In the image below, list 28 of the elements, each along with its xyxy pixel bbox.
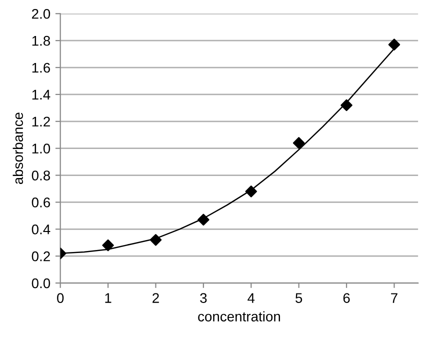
x-tick-label: 7 bbox=[391, 293, 398, 303]
y-tick-label: 1.6 bbox=[32, 62, 50, 73]
y-tick-label: 0.4 bbox=[32, 224, 50, 234]
x-tick-label: 3 bbox=[200, 293, 207, 303]
point bbox=[150, 234, 162, 246]
point bbox=[388, 38, 400, 51]
point bbox=[102, 239, 114, 252]
y-tick-label: 0.6 bbox=[32, 198, 50, 208]
y-tick-label: 1.0 bbox=[32, 144, 50, 154]
y-tick-label: 1.4 bbox=[32, 90, 50, 100]
point bbox=[292, 137, 305, 149]
point bbox=[198, 214, 210, 226]
y-tick-label: 0.2 bbox=[32, 251, 50, 262]
point bbox=[245, 186, 258, 198]
point bbox=[340, 99, 352, 112]
y-tick-label: 1.8 bbox=[32, 36, 50, 46]
y-tick-label: 0.8 bbox=[32, 170, 50, 180]
y-tick-label: 0.0 bbox=[32, 278, 50, 288]
x-tick-label: 1 bbox=[105, 293, 112, 303]
x-tick-label: 0 bbox=[57, 293, 64, 303]
x-tick-label: 4 bbox=[248, 293, 255, 303]
x-axis-title: concentration bbox=[198, 311, 280, 322]
y-axis-title: absorbance bbox=[12, 112, 24, 184]
y-tick-label: 1.2 bbox=[32, 116, 50, 126]
x-tick-label: 5 bbox=[296, 293, 302, 303]
y-tick-label: 2.0 bbox=[32, 8, 50, 19]
x-tick-label: 2 bbox=[152, 293, 159, 303]
x-tick-label: 6 bbox=[343, 293, 350, 303]
